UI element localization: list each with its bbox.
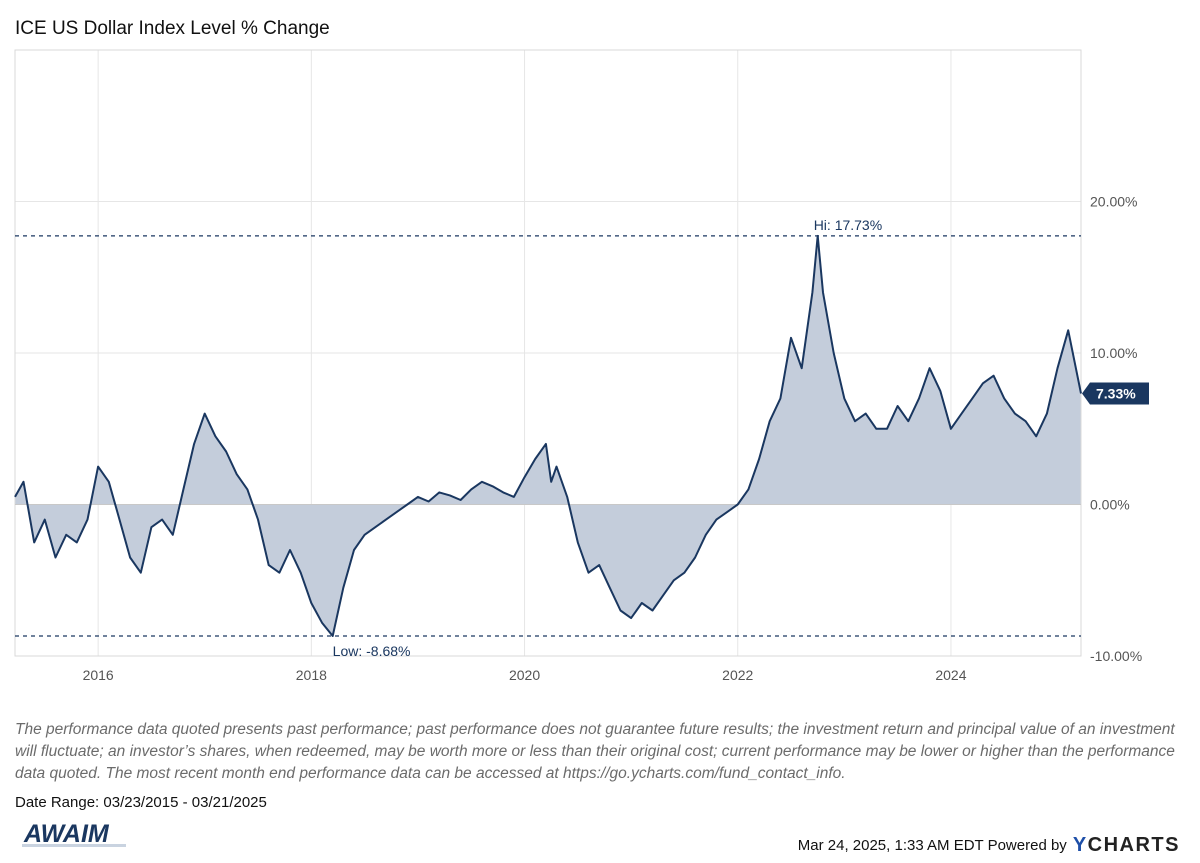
series-line (14, 234, 1082, 637)
y-tick-label: 20.00% (1090, 194, 1137, 210)
disclaimer-text: The performance data quoted presents pas… (15, 721, 1175, 782)
low-annotation: Low: -8.68% (333, 643, 411, 659)
x-tick-label: 2024 (935, 667, 966, 683)
plot-frame (14, 49, 1082, 657)
x-tick-label: 2020 (509, 667, 540, 683)
last-value-badge-shape (1082, 382, 1149, 405)
x-tick-label: 2016 (83, 667, 114, 683)
y-axis-ticks: 20.00% 10.00% 0.00% -10.00% (1090, 194, 1142, 665)
timestamp: Mar 24, 2025, 1:33 AM EDT Powered by (797, 837, 1067, 854)
chart-area: Hi: 17.73% Low: -8.68% 2016 2018 2020 2022 2… (14, 49, 1149, 683)
y-tick-label: -10.00% (1090, 648, 1142, 664)
grid-lines (15, 50, 1081, 657)
awaim-logo-text: AWAIM (23, 820, 110, 847)
footer: Mar 24, 2025, 1:33 AM EDT Powered by YCH… (798, 834, 1180, 857)
y-tick-label: 10.00% (1090, 345, 1137, 361)
series-area-fill (15, 235, 1081, 636)
ycharts-logo[interactable]: YCHARTS (1072, 834, 1180, 856)
date-range: Date Range: 03/23/2015 - 03/21/2025 (15, 794, 267, 811)
x-tick-label: 2018 (296, 667, 327, 683)
x-tick-label: 2022 (722, 667, 753, 683)
last-value-label: 7.33% (1096, 385, 1136, 401)
y-tick-label: 0.00% (1090, 497, 1130, 513)
x-axis-ticks: 2016 2018 2020 2022 2024 (83, 667, 967, 683)
chart-title: ICE US Dollar Index Level % Change (15, 18, 330, 39)
high-annotation: Hi: 17.73% (814, 217, 882, 233)
awaim-logo: AWAIM (22, 819, 126, 848)
last-value-badge: 7.33% (1082, 382, 1149, 405)
